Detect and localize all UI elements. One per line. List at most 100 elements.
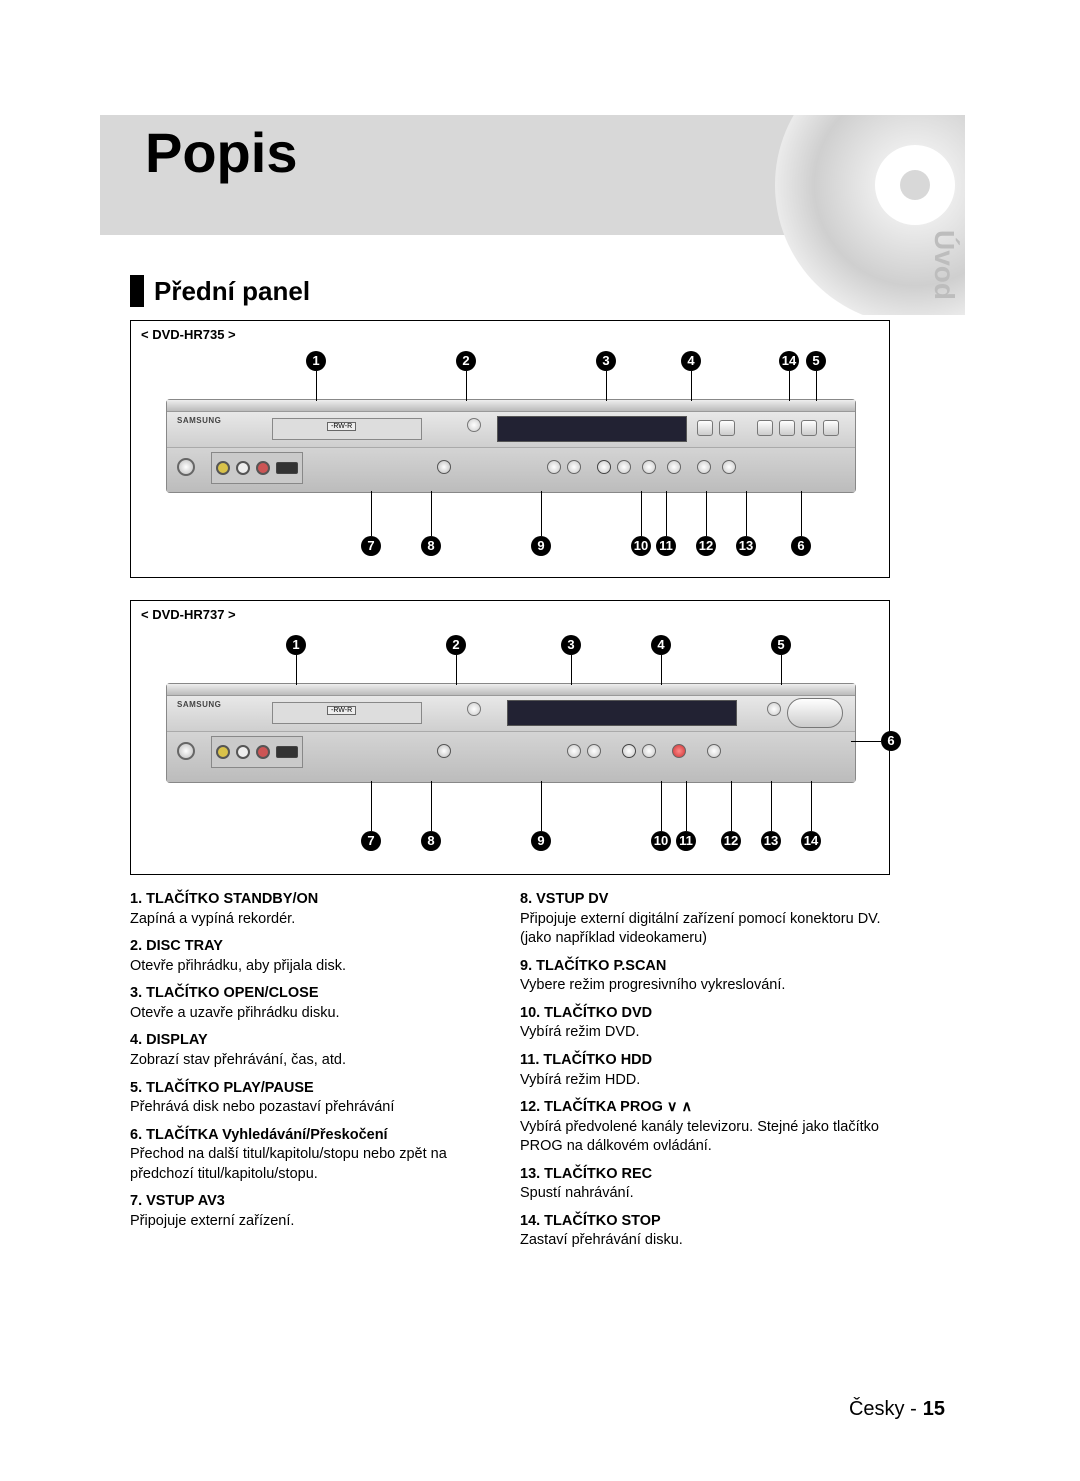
btn-icon	[667, 460, 681, 474]
item-text: Vybírá režim HDD.	[520, 1071, 890, 1091]
callout-1: 1	[306, 351, 326, 371]
callout-3: 3	[561, 635, 581, 655]
pscan-btn-icon	[437, 460, 451, 474]
item-heading: 11. TLAČÍTKO HDD	[520, 1051, 890, 1071]
list-item: 13. TLAČÍTKO RECSpustí nahrávání.	[520, 1165, 890, 1204]
page-footer: Česky - 15	[849, 1398, 945, 1421]
prog-up-icon	[617, 460, 631, 474]
list-item: 3. TLAČÍTKO OPEN/CLOSEOtevře a uzavře př…	[130, 984, 500, 1023]
skip-back-icon	[757, 420, 773, 436]
item-text: Zobrazí stav přehrávání, čas, atd.	[130, 1051, 500, 1071]
item-heading: 14. TLAČÍTKO STOP	[520, 1212, 890, 1232]
model-label-a: < DVD-HR735 >	[141, 327, 879, 342]
callout-7: 7	[361, 536, 381, 556]
item-text: Připojuje externí digitální zařízení pom…	[520, 910, 890, 949]
item-text: Připojuje externí zařízení.	[130, 1212, 500, 1232]
list-item: 6. TLAČÍTKA Vyhledávání/PřeskočeníPřecho…	[130, 1126, 500, 1185]
list-item: 5. TLAČÍTKO PLAY/PAUSEPřehrává disk nebo…	[130, 1079, 500, 1118]
av3-jacks-icon	[211, 452, 303, 484]
btn-icon	[697, 460, 711, 474]
callout-8: 8	[421, 536, 441, 556]
item-text: Otevře přihrádku, aby přijala disk.	[130, 957, 500, 977]
standby-btn-icon	[177, 458, 195, 476]
list-item: 9. TLAČÍTKO P.SCANVybere režim progresiv…	[520, 957, 890, 996]
prog-down-icon	[622, 744, 636, 758]
device-drawing-b: SAMSUNG -RW-R	[166, 683, 856, 783]
callout-2: 2	[456, 351, 476, 371]
pscan-btn-icon	[437, 744, 451, 758]
item-heading: 8. VSTUP DV	[520, 890, 890, 910]
item-text: Vybírá předvolené kanály televizoru. Ste…	[520, 1118, 890, 1157]
callout-4: 4	[681, 351, 701, 371]
item-heading: 1. TLAČÍTKO STANDBY/ON	[130, 890, 500, 910]
section-title: Přední panel	[154, 276, 310, 307]
list-item: 7. VSTUP AV3Připojuje externí zařízení.	[130, 1192, 500, 1231]
open-close-icon	[467, 418, 481, 432]
callout-7: 7	[361, 831, 381, 851]
brand-text: SAMSUNG	[177, 700, 221, 709]
callout-9: 9	[531, 831, 551, 851]
item-heading: 5. TLAČÍTKO PLAY/PAUSE	[130, 1079, 500, 1099]
callout-6: 6	[881, 731, 901, 751]
skip-fwd-icon	[823, 420, 839, 436]
search-fwd-icon	[801, 420, 817, 436]
rec-btn-icon	[672, 744, 686, 758]
open-close-icon	[467, 702, 481, 716]
section-bar-icon	[130, 275, 144, 307]
model-label-b: < DVD-HR737 >	[141, 607, 879, 622]
search-back-icon	[779, 420, 795, 436]
brand-text: SAMSUNG	[177, 416, 221, 425]
page-title: Popis	[145, 120, 297, 185]
av3-jacks-icon	[211, 736, 303, 768]
description-columns: 1. TLAČÍTKO STANDBY/ONZapíná a vypíná re…	[130, 890, 890, 1259]
item-text: Vybírá režim DVD.	[520, 1023, 890, 1043]
list-item: 11. TLAČÍTKO HDDVybírá režim HDD.	[520, 1051, 890, 1090]
prog-up-icon	[642, 744, 656, 758]
item-heading: 3. TLAČÍTKO OPEN/CLOSE	[130, 984, 500, 1004]
search-rocker-icon	[787, 698, 843, 728]
play-btn-icon	[719, 420, 735, 436]
list-item: 10. TLAČÍTKO DVDVybírá režim DVD.	[520, 1004, 890, 1043]
callout-9: 9	[531, 536, 551, 556]
callout-11: 11	[676, 831, 696, 851]
footer-lang: Česky -	[849, 1398, 917, 1421]
item-heading: 4. DISPLAY	[130, 1031, 500, 1051]
left-column: 1. TLAČÍTKO STANDBY/ONZapíná a vypíná re…	[130, 890, 500, 1259]
section-heading: Přední panel	[130, 275, 310, 307]
item-text: Otevře a uzavře přihrádku disku.	[130, 1004, 500, 1024]
list-item: 1. TLAČÍTKO STANDBY/ONZapíná a vypíná re…	[130, 890, 500, 929]
callout-14: 14	[779, 351, 799, 371]
dvd-btn-icon	[567, 744, 581, 758]
right-column: 8. VSTUP DVPřipojuje externí digitální z…	[520, 890, 890, 1259]
stop-btn-icon	[697, 420, 713, 436]
callout-13: 13	[736, 536, 756, 556]
hdd-btn-icon	[567, 460, 581, 474]
callout-1: 1	[286, 635, 306, 655]
display-icon	[507, 700, 737, 726]
dvd-btn-icon	[547, 460, 561, 474]
callout-14: 14	[801, 831, 821, 851]
rwr-badge: -RW-R	[327, 706, 356, 715]
item-heading: 2. DISC TRAY	[130, 937, 500, 957]
list-item: 14. TLAČÍTKO STOPZastaví přehrávání disk…	[520, 1212, 890, 1251]
stop-btn-icon	[707, 744, 721, 758]
rec-btn-icon	[642, 460, 656, 474]
item-text: Vybere režim progresivního vykreslování.	[520, 976, 890, 996]
footer-page: 15	[923, 1398, 945, 1421]
list-item: 12. TLAČÍTKA PROG ∨ ∧Vybírá předvolené k…	[520, 1098, 890, 1157]
item-text: Přechod na další titul/kapitolu/stopu ne…	[130, 1145, 500, 1184]
callout-4: 4	[651, 635, 671, 655]
item-text: Spustí nahrávání.	[520, 1184, 890, 1204]
diagram-hr735: < DVD-HR735 > 1234145 SAMSUNG -RW-R	[130, 320, 890, 578]
diagram-hr737: < DVD-HR737 > 12345 SAMSUNG -RW-R 78910	[130, 600, 890, 875]
item-heading: 13. TLAČÍTKO REC	[520, 1165, 890, 1185]
item-text: Přehrává disk nebo pozastaví přehrávání	[130, 1098, 500, 1118]
callout-10: 10	[631, 536, 651, 556]
callout-12: 12	[721, 831, 741, 851]
item-heading: 7. VSTUP AV3	[130, 1192, 500, 1212]
callout-11: 11	[656, 536, 676, 556]
item-text: Zastaví přehrávání disku.	[520, 1231, 890, 1251]
item-heading: 10. TLAČÍTKO DVD	[520, 1004, 890, 1024]
item-text: Zapíná a vypíná rekordér.	[130, 910, 500, 930]
rwr-badge: -RW-R	[327, 422, 356, 431]
